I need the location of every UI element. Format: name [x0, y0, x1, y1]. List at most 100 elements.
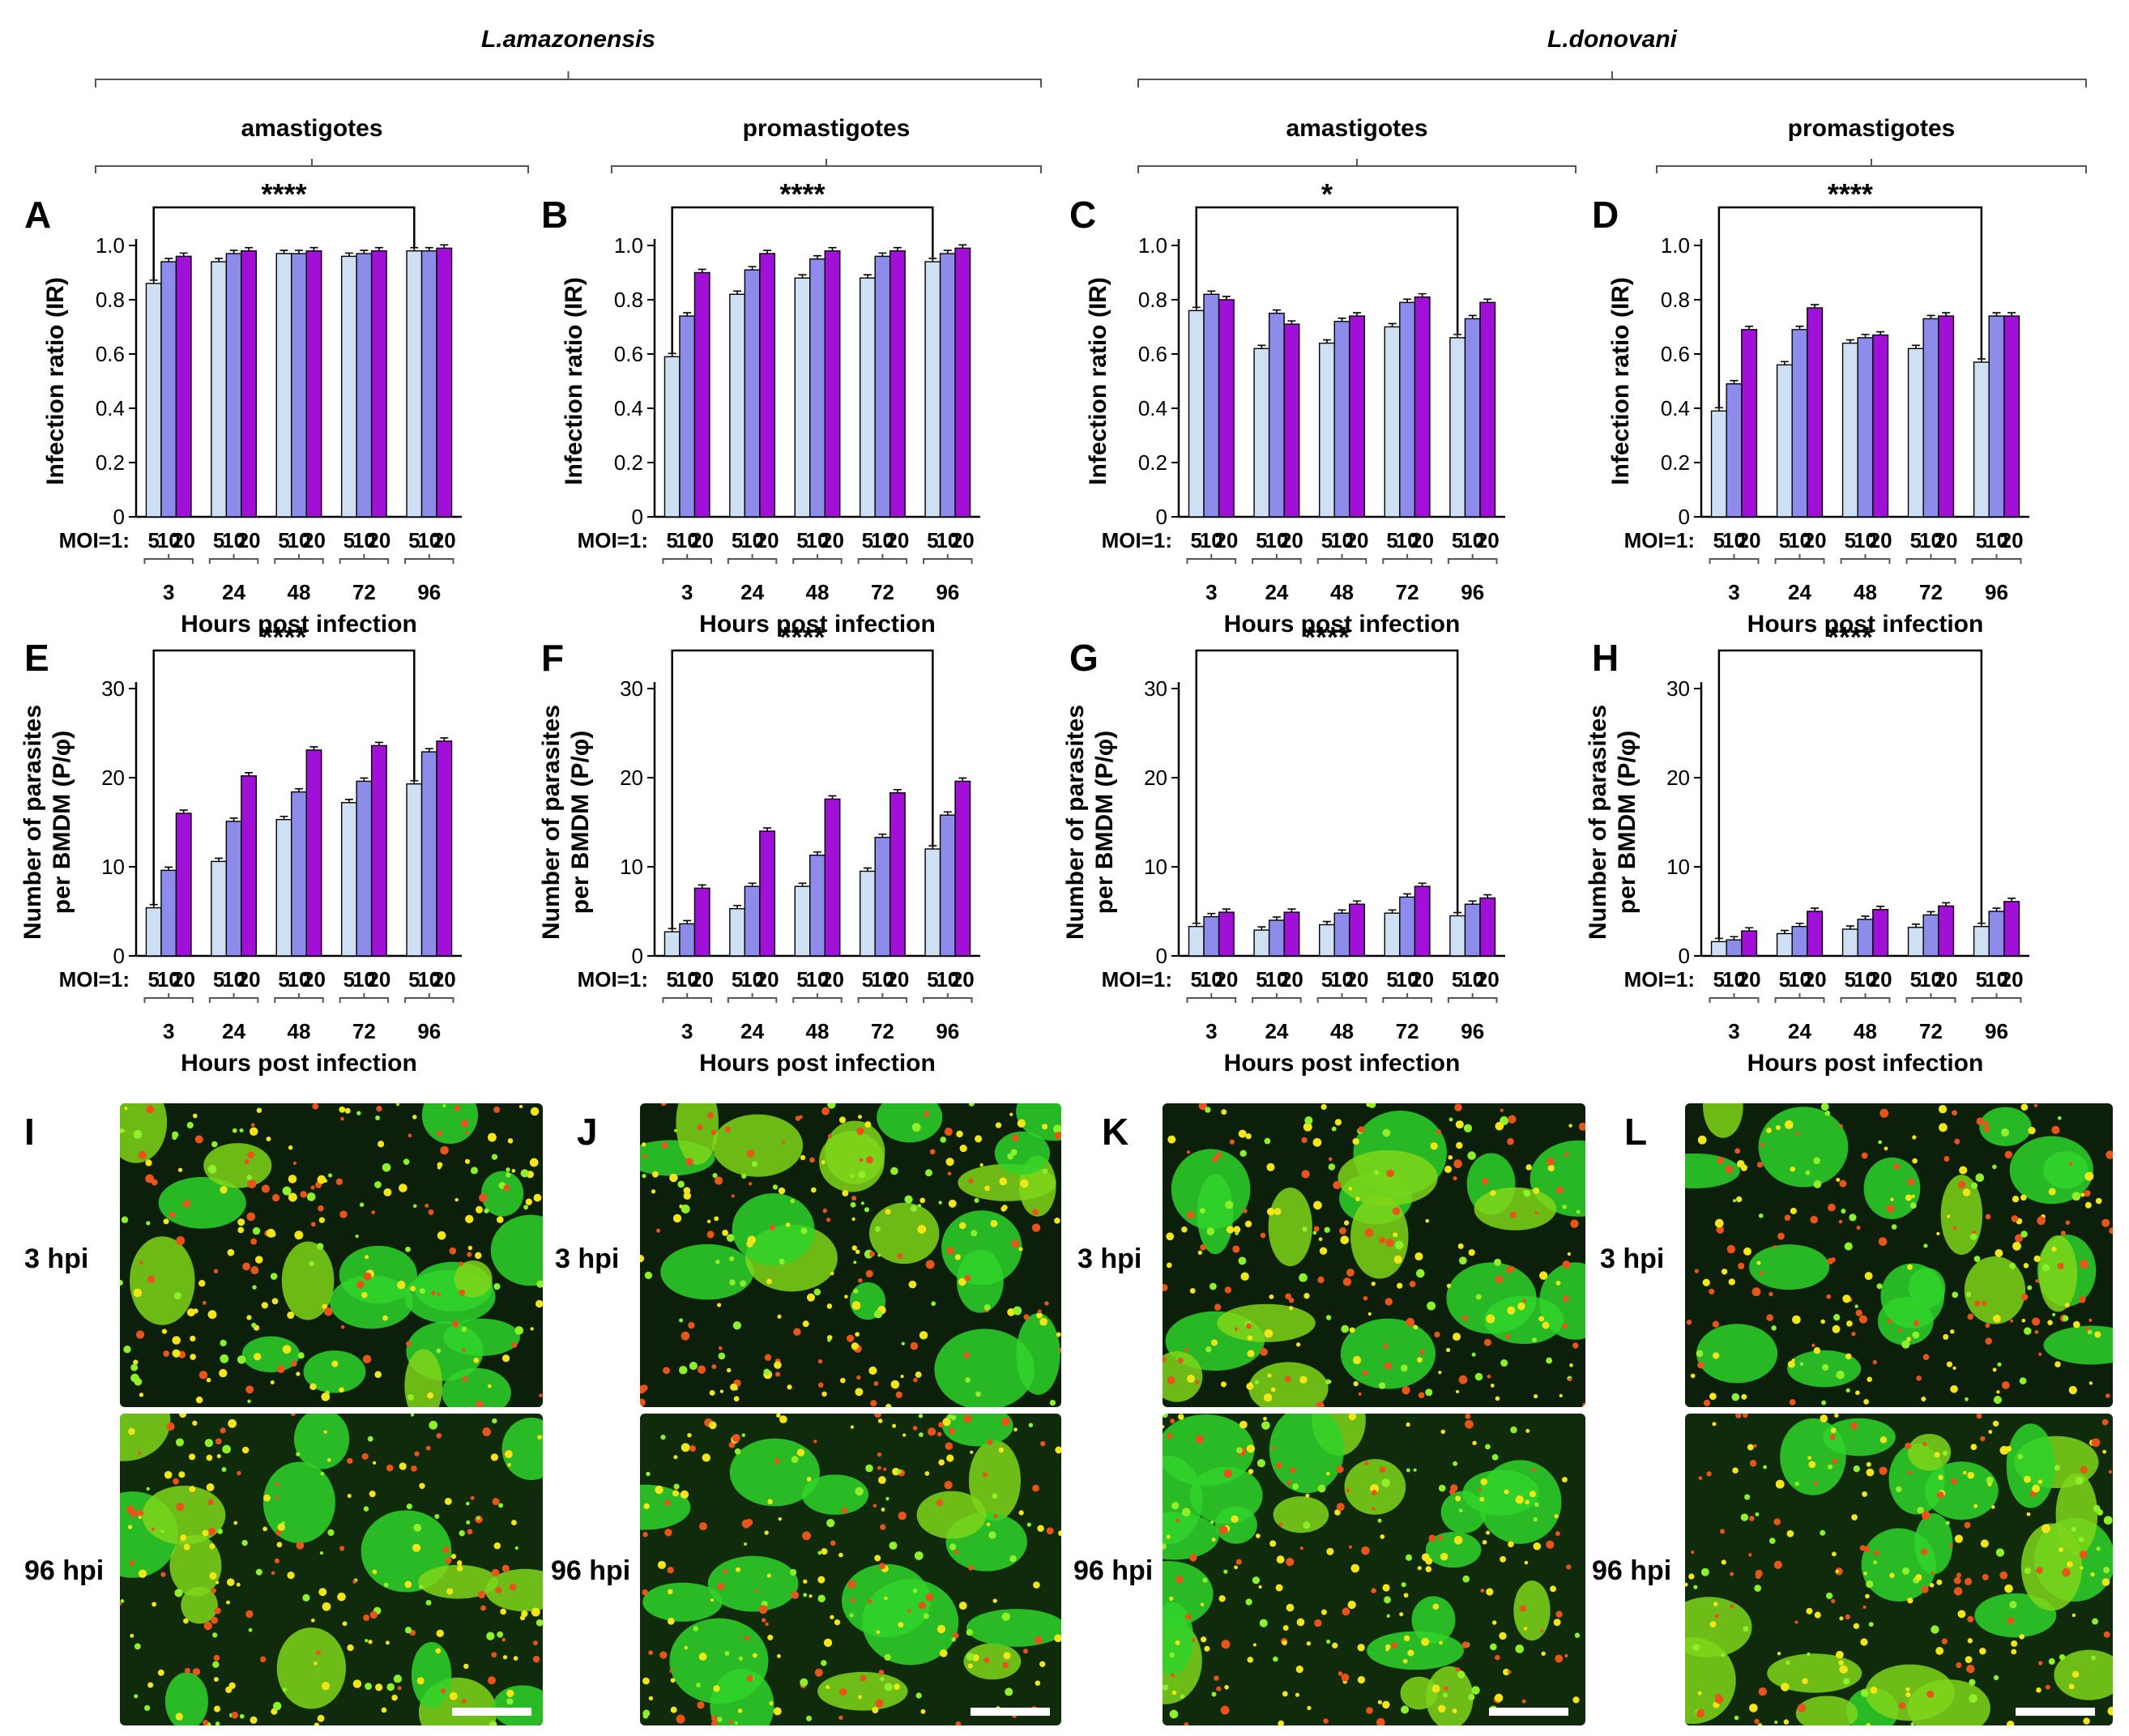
- x-tick-label: 72: [352, 580, 376, 604]
- group-brace: [1840, 993, 1891, 1003]
- micrograph-K-96hpi: [1163, 1414, 1585, 1725]
- bar: [1938, 905, 1955, 957]
- bar: [759, 830, 776, 957]
- error-bar: [958, 777, 967, 782]
- moi-tick-label: 10: [352, 528, 376, 552]
- error-bar: [1222, 296, 1231, 300]
- y-tick-label: 10: [1666, 855, 1690, 879]
- error-bar: [1388, 909, 1397, 914]
- moi-tick-label: 20: [1476, 967, 1500, 992]
- error-bar: [798, 882, 807, 887]
- bar: [1218, 911, 1235, 957]
- moi-tick-label: 10: [1200, 528, 1223, 552]
- group-brace: [208, 993, 259, 1003]
- moi-tick-label: 5: [1191, 528, 1202, 552]
- bar: [1922, 318, 1939, 518]
- moi-tick-label: 5: [1452, 967, 1463, 992]
- bar: [145, 283, 162, 518]
- error-bar: [893, 788, 902, 793]
- moi-prefix: MOI=1:: [578, 967, 648, 992]
- moi-tick-label: 10: [222, 967, 245, 992]
- x-axis-label: Hours post infection: [1224, 611, 1461, 638]
- bar: [275, 253, 292, 518]
- error-bar: [1483, 894, 1492, 898]
- moi-tick-label: 10: [157, 528, 181, 552]
- x-axis-label: Hours post infection: [1747, 611, 1984, 638]
- micrograph-image: [1163, 1103, 1585, 1407]
- error-bar: [440, 244, 449, 249]
- error-bar: [1911, 344, 1920, 349]
- error-bar: [763, 250, 772, 254]
- bar: [211, 860, 228, 957]
- moi-tick-label: 10: [1919, 528, 1943, 552]
- x-axis-label: Hours post infection: [1747, 1050, 1984, 1077]
- bar: [1449, 337, 1466, 518]
- moi-tick-label: 5: [1256, 528, 1267, 552]
- bar: [1710, 941, 1727, 957]
- y-tick-label: 30: [1144, 676, 1167, 701]
- x-tick-label: 48: [1330, 1019, 1354, 1043]
- x-tick-label: 96: [1461, 1019, 1484, 1043]
- bar: [1907, 348, 1924, 518]
- moi-tick-label: 20: [1935, 967, 1958, 992]
- moi-tick-label: 10: [1330, 528, 1354, 552]
- x-tick-label: 96: [417, 580, 441, 604]
- group-brace: [339, 554, 390, 564]
- error-bar: [1745, 326, 1754, 330]
- group-brace: [1709, 554, 1760, 564]
- moi-tick-label: 10: [222, 528, 245, 552]
- error-bar: [698, 884, 706, 889]
- moi-tick-label: 20: [367, 967, 390, 992]
- group-brace: [662, 554, 712, 564]
- moi-tick-label: 10: [1788, 528, 1811, 552]
- y-tick-label: 0.8: [1138, 288, 1167, 312]
- moi-tick-label: 10: [1788, 967, 1811, 992]
- x-tick-label: 48: [1854, 1019, 1877, 1043]
- bar: [160, 869, 177, 957]
- error-bar: [928, 845, 937, 849]
- error-bar: [798, 274, 807, 279]
- stage-brace: [95, 159, 529, 173]
- bar: [340, 255, 357, 518]
- error-bar: [1272, 309, 1281, 314]
- error-bar: [1942, 312, 1951, 317]
- error-bar: [1207, 290, 1216, 295]
- x-tick-label: 48: [806, 1019, 830, 1043]
- error-bar: [164, 258, 173, 262]
- bar: [406, 250, 423, 518]
- panel-letter: A: [24, 194, 51, 236]
- moi-tick-label: 10: [936, 967, 959, 992]
- x-tick-label: 24: [1788, 580, 1811, 604]
- y-tick-label: 1.0: [1138, 233, 1167, 258]
- error-bar: [1468, 900, 1477, 905]
- x-tick-label: 72: [1919, 580, 1943, 604]
- panel-letter-J: J: [577, 1111, 598, 1153]
- moi-tick-label: 20: [237, 967, 261, 992]
- bar: [1741, 930, 1758, 957]
- bar: [2003, 315, 2020, 518]
- panel-letter: H: [1592, 637, 1619, 679]
- moi-tick-label: 5: [862, 528, 873, 552]
- moi-tick-label: 20: [433, 528, 456, 552]
- panel-letter: E: [24, 637, 49, 679]
- group-brace: [1774, 993, 1825, 1003]
- y-tick-label: 0.2: [96, 450, 125, 475]
- micrograph-image: [1685, 1414, 2113, 1725]
- error-bar: [1992, 907, 2001, 911]
- bar: [1973, 361, 1990, 518]
- moi-tick-label: 20: [1214, 528, 1238, 552]
- micrograph-J-96hpi: [640, 1414, 1061, 1725]
- moi-tick-label: 10: [1396, 967, 1419, 992]
- x-axis-label: Hours post infection: [181, 611, 417, 638]
- moi-tick-label: 10: [936, 528, 959, 552]
- bar-chart-figure: L.amazonensis L.donovani amastigotes promas…: [19, 26, 2087, 1077]
- moi-tick-label: 10: [740, 967, 764, 992]
- micrograph-image: [640, 1414, 1061, 1725]
- error-bar: [360, 777, 369, 782]
- micrograph-image: [1163, 1414, 1585, 1725]
- bar: [759, 253, 776, 518]
- moi-tick-label: 20: [951, 967, 975, 992]
- bar: [145, 906, 162, 957]
- bar: [1399, 896, 1416, 957]
